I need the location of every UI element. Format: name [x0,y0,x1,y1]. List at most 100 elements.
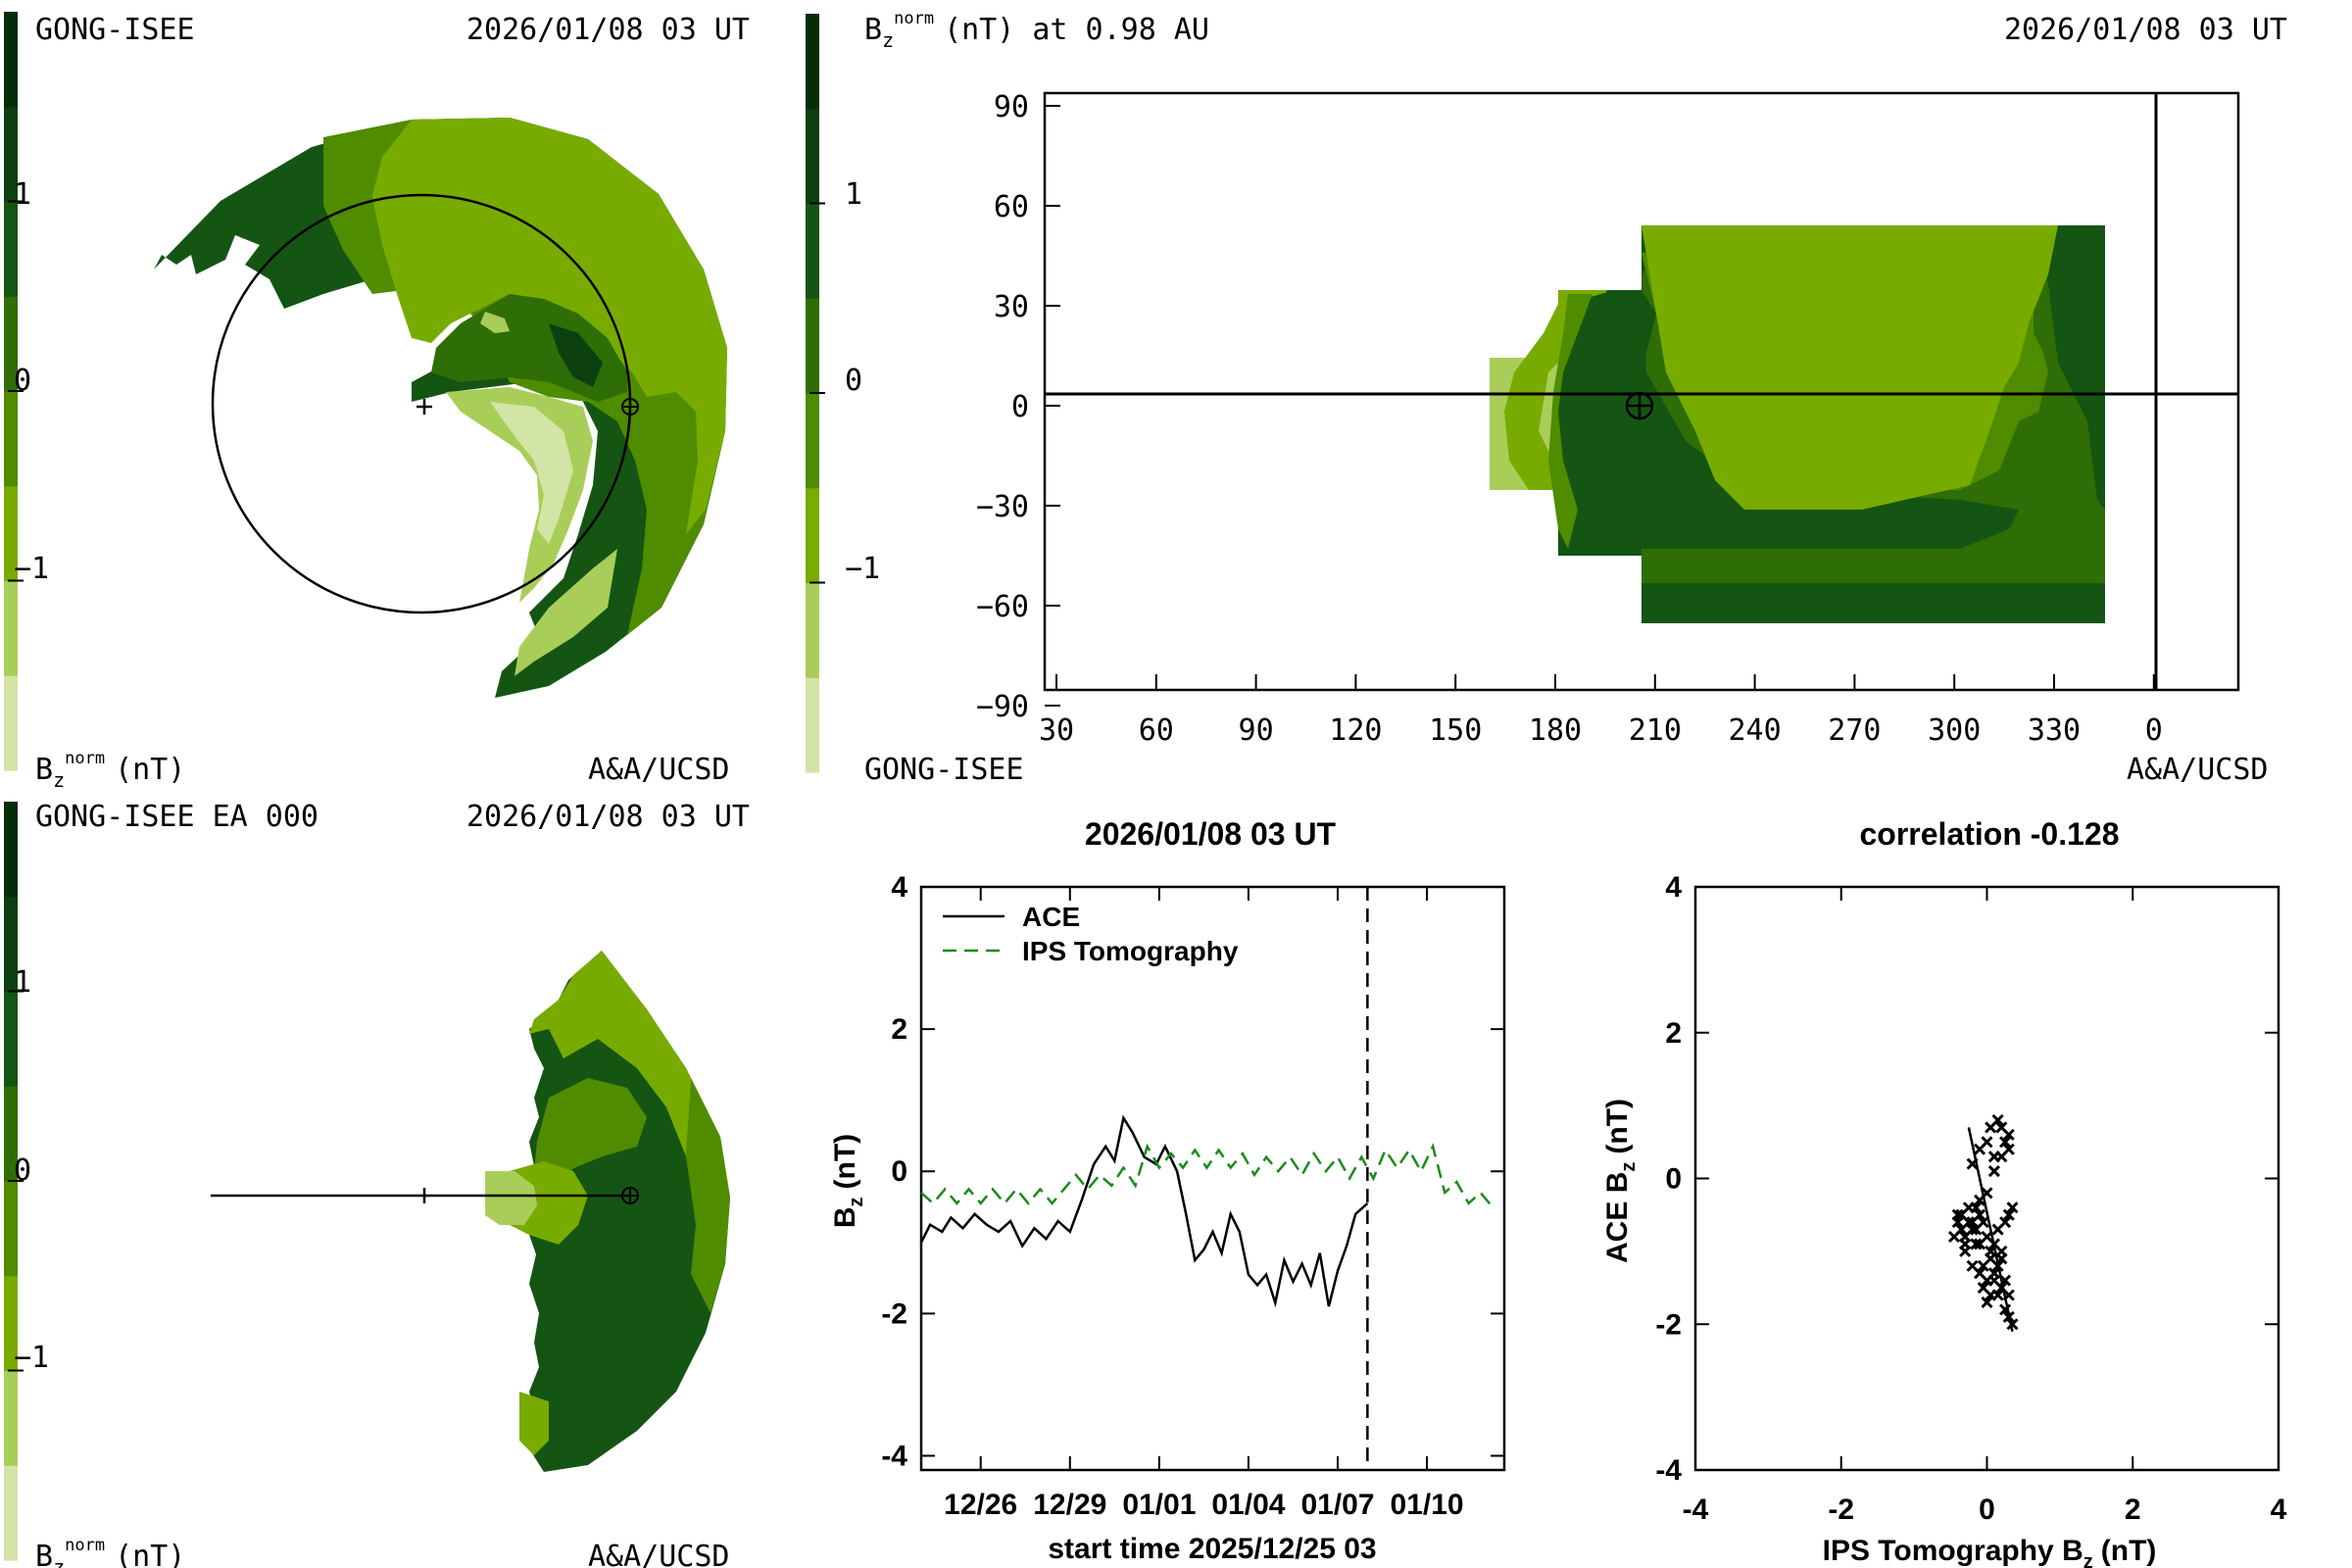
bl-tick-1: 1 [14,965,31,1000]
ts-plot-frame [919,885,1506,1472]
tl-tick-0: 0 [14,364,31,398]
sc-point [1970,1223,1983,1236]
colorbar-segment [4,12,18,108]
colorbar-segment [4,580,18,676]
sc-title: correlation -0.128 [1860,816,2120,852]
tr-plot-frame [1043,91,2240,692]
tr-xtick-label: 0 [2145,713,2163,748]
colorbar-segment [4,1275,18,1372]
colorbar-segment [4,1181,18,1277]
bl-source-label: GONG-ISEE EA 000 [35,800,318,834]
colorbar-segment [806,393,819,489]
sc-point [1987,1267,2001,1280]
tr-cb-tick-1: 1 [845,177,862,212]
colorbar-bottom-left [4,802,24,1561]
sc-point [1977,1281,1989,1295]
tr-date-label: 2026/01/08 03 UT [2004,13,2287,47]
tl-date-label: 2026/01/08 03 UT [466,13,750,47]
colorbar-segment [4,675,18,771]
sc-axes: 4 2 0 -2 -4-4 -2 0 2 4 [1655,871,2286,1526]
colorbar-segment [4,296,18,392]
colorbar-segment [806,582,819,678]
sc-point [1999,1136,2012,1149]
ts-series-ace-line [919,1114,1369,1308]
tr-credit-label: A&A/UCSD [2127,753,2269,787]
tr-source-label: GONG-ISEE [864,753,1024,787]
sc-ylabel: ACE Bz(nT) [1601,1099,1640,1263]
sc-point [1987,1164,2001,1178]
sc-point [1970,1201,1983,1214]
tl-tick-1: 1 [14,177,31,212]
tr-map-core [1749,255,2038,470]
bl-tick-m1: −1 [14,1341,49,1375]
tr-ytick-label: −60 [976,590,1029,624]
sc-point [1959,1230,1972,1244]
sc-point [2006,1201,2019,1214]
panel-scatter: correlation -0.128 4 2 0 -2 -4-4 -2 0 2 4 IPS To… [1601,816,2287,1568]
sc-xtick-label: 4 [2271,1494,2287,1526]
colorbar-segment [4,106,18,203]
bl-date-label: 2026/01/08 03 UT [466,800,750,834]
sc-plot-frame [1693,885,2280,1472]
ts-ytick-label: 2 [891,1013,907,1046]
sc-xtick-label: -4 [1683,1494,1709,1526]
sc-ytick-label: 4 [1665,871,1682,904]
tl-band-lightspot [480,312,510,333]
sc-point [1966,1216,1979,1229]
tr-xtick-label: 90 [1239,713,1274,748]
sc-xtick-label: -2 [1828,1494,1854,1526]
tr-ytick-label: 0 [1011,390,1029,424]
tr-xtick-label: 210 [1629,713,1682,748]
ts-xtick-label: 12/26 [944,1489,1017,1521]
sc-point [1991,1113,2004,1127]
tr-xtick-label: 120 [1329,713,1382,748]
ts-xlabel: start time 2025/12/25 03 [1048,1533,1376,1565]
colorbar-segment [4,485,18,582]
ts-ytick-label: 0 [891,1155,907,1188]
tr-map-left-edge [1504,290,1607,490]
sc-point [1973,1238,1986,1250]
colorbar-segment [806,298,819,394]
ts-legend-ace-label: ACE [1022,902,1080,932]
sc-point [1987,1151,2001,1163]
colorbar-segment [4,201,18,297]
tr-xtick-label: 240 [1729,713,1782,748]
ts-xtick-label: 01/10 [1391,1489,1464,1521]
panel-top-left: 1 0 −1 GONG-ISEE 2026/01/08 03 UT Bznorm… [4,12,750,792]
tr-cb-tick-m1: −1 [845,552,880,586]
sc-point [1947,1230,1961,1244]
bl-side-view-map [211,951,730,1472]
ts-ytick-label: 4 [891,871,907,904]
bl-earth-icon [621,1187,639,1204]
tr-xtick-label: 180 [1529,713,1582,748]
ts-xtick-label: 12/29 [1033,1489,1106,1521]
tr-ytick-label: 90 [994,90,1029,124]
tr-earth-icon [1625,391,1654,420]
tl-band-inner-pale [490,402,573,544]
sc-ytick-label: 2 [1665,1017,1682,1050]
colorbar-segment [806,108,819,205]
panel-bottom-left: 1 0 −1 GONG-ISEE EA 000 2026/01/08 03 UT… [4,800,750,1568]
ts-series-ips-line [920,1143,1494,1208]
sc-point [1995,1121,2008,1134]
colorbar-segment [4,391,18,487]
tl-band-darkest [549,323,603,387]
sc-ytick-label: 0 [1665,1163,1682,1196]
tr-ytick-label: −30 [976,490,1029,524]
colorbar-segment [806,14,819,110]
colorbar-segment [4,802,18,898]
tr-map-left-mid [1548,294,1592,549]
ts-xtick-label: 01/04 [1211,1489,1285,1521]
tl-band-lower-light [514,549,617,676]
bl-fan-light [529,951,730,1237]
sc-xlabel: IPS Tomography Bz (nT) [1823,1535,2157,1568]
ts-legend: ACE IPS Tomography [943,902,1239,966]
tr-cb-tick-0: 0 [845,364,862,398]
tl-earth-icon [621,398,639,416]
colorbar-segment [4,1086,18,1182]
bl-fan-lower-light [519,1392,549,1455]
ts-xtick-label: 01/01 [1122,1489,1196,1521]
sc-point [1981,1296,1993,1309]
tl-disk-map [154,118,727,698]
